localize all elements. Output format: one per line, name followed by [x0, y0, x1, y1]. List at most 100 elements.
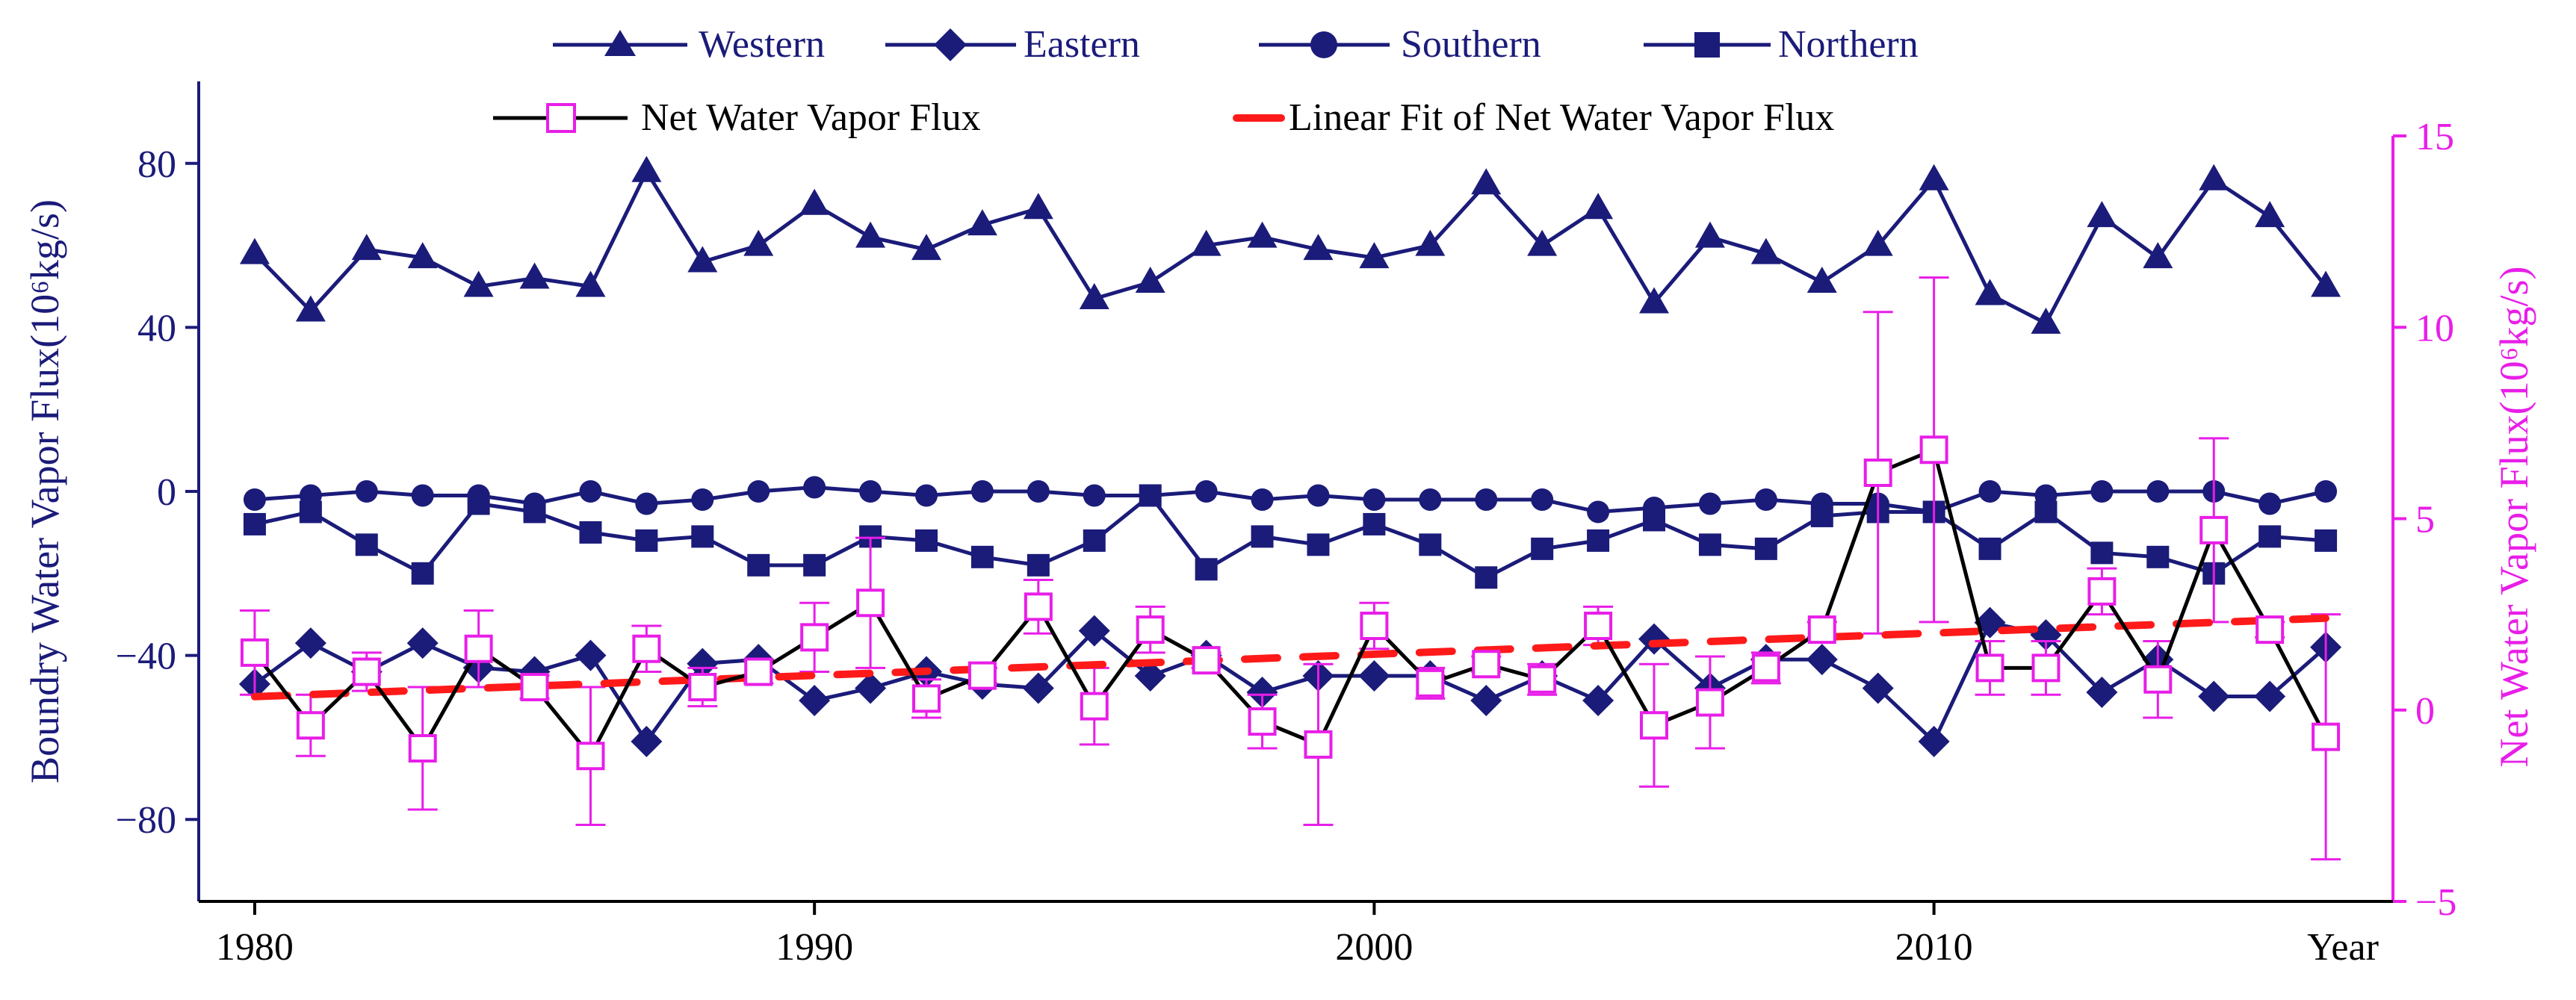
- point-western: [1527, 229, 1558, 256]
- point-northern: [1027, 553, 1050, 577]
- point-northern: [1643, 509, 1666, 532]
- legend-label-eastern: Eastern: [1024, 23, 1140, 66]
- point-western: [1694, 221, 1725, 248]
- point-eastern: [1918, 725, 1950, 757]
- point-net: [520, 673, 549, 701]
- point-net: [800, 623, 829, 652]
- point-eastern: [2030, 619, 2062, 651]
- legend-label-western: Western: [699, 23, 825, 66]
- point-northern: [803, 553, 826, 577]
- point-northern: [1363, 512, 1386, 535]
- series-line-northern: [254, 492, 2326, 580]
- point-net: [856, 588, 885, 618]
- legend-label-northern: Northern: [1778, 23, 1919, 66]
- point-western: [1415, 229, 1446, 256]
- point-net: [1807, 615, 1836, 645]
- x-tick-label: 2000: [1335, 926, 1413, 969]
- point-western: [1750, 237, 1781, 264]
- point-northern: [691, 525, 714, 548]
- point-western: [2031, 307, 2061, 334]
- series-line-southern: [254, 485, 2326, 515]
- point-net: [2255, 615, 2285, 645]
- point-western: [2255, 201, 2285, 228]
- legend-label-net: Net Water Vapor Flux: [641, 96, 981, 139]
- point-net: [1416, 668, 1445, 698]
- legend-marker-northern: [1694, 32, 1720, 58]
- point-southern: [691, 488, 714, 511]
- point-eastern: [2086, 677, 2118, 709]
- y-left-tick-label: 40: [137, 307, 176, 350]
- point-southern: [1251, 488, 1274, 511]
- point-southern: [803, 476, 826, 499]
- point-eastern: [799, 684, 831, 716]
- point-net: [744, 657, 773, 686]
- point-western: [1863, 229, 1893, 256]
- point-western: [2311, 270, 2341, 297]
- point-southern: [1587, 500, 1610, 524]
- point-net: [688, 673, 717, 701]
- legend-label-fit: Linear Fit of Net Water Vapor Flux: [1289, 96, 1834, 139]
- ticks: 1980 1990 2000 2010 −80 −40 0 40 80 −5 0 5 10 15: [116, 116, 2457, 969]
- point-northern: [2090, 541, 2114, 565]
- y-axis-right-label: Net Water Vapor Flux(10⁶kg/s): [2492, 267, 2536, 768]
- point-northern: [467, 492, 490, 515]
- point-eastern: [2198, 680, 2230, 712]
- point-northern: [579, 521, 602, 544]
- point-net: [967, 661, 997, 690]
- point-net: [632, 634, 661, 663]
- point-western: [575, 270, 606, 297]
- point-northern: [2258, 525, 2282, 548]
- point-net: [2312, 722, 2341, 751]
- point-net: [464, 634, 493, 663]
- point-western: [239, 237, 270, 264]
- point-northern: [299, 500, 322, 524]
- point-eastern: [687, 647, 719, 680]
- y-left-tick-label: 0: [157, 471, 176, 514]
- point-western: [911, 234, 942, 261]
- point-southern: [579, 480, 602, 503]
- point-western: [1583, 193, 1614, 220]
- point-net: [576, 742, 605, 771]
- point-net: [912, 684, 941, 713]
- point-northern: [355, 533, 378, 556]
- point-northern: [635, 529, 658, 552]
- point-northern: [1587, 529, 1610, 552]
- point-western: [1023, 193, 1053, 220]
- point-net: [1640, 711, 1669, 740]
- point-southern: [355, 480, 378, 503]
- y-left-tick-label: −40: [116, 636, 176, 678]
- point-western: [1135, 267, 1165, 294]
- point-western: [1471, 168, 1502, 195]
- series-line-western: [253, 167, 2328, 326]
- point-net: [1975, 653, 2004, 683]
- plot-area: [238, 155, 2342, 861]
- point-eastern: [1078, 615, 1110, 647]
- point-northern: [1754, 537, 1777, 560]
- point-net: [1528, 665, 1557, 694]
- x-tick-label: 1980: [216, 926, 294, 969]
- point-southern: [1083, 484, 1106, 507]
- point-eastern: [1470, 684, 1502, 716]
- point-net: [2199, 515, 2229, 544]
- point-northern: [1251, 525, 1274, 548]
- point-southern: [2090, 480, 2114, 503]
- point-northern: [1531, 537, 1554, 560]
- point-western: [1247, 221, 1278, 248]
- point-western: [2087, 201, 2117, 228]
- point-southern: [243, 488, 266, 511]
- point-southern: [1978, 480, 2001, 503]
- point-eastern: [575, 639, 607, 671]
- point-northern: [1475, 566, 1498, 589]
- point-northern: [1419, 533, 1442, 556]
- point-western: [1975, 279, 2005, 305]
- point-western: [295, 295, 326, 322]
- point-southern: [1195, 480, 1218, 503]
- point-eastern: [1246, 677, 1278, 709]
- point-southern: [747, 480, 770, 503]
- point-western: [967, 209, 997, 236]
- point-net: [1695, 688, 1724, 717]
- legend-marker-net: [546, 103, 576, 133]
- y-right-tick-label: −5: [2415, 881, 2456, 924]
- point-net: [2143, 665, 2173, 694]
- point-net: [240, 638, 269, 667]
